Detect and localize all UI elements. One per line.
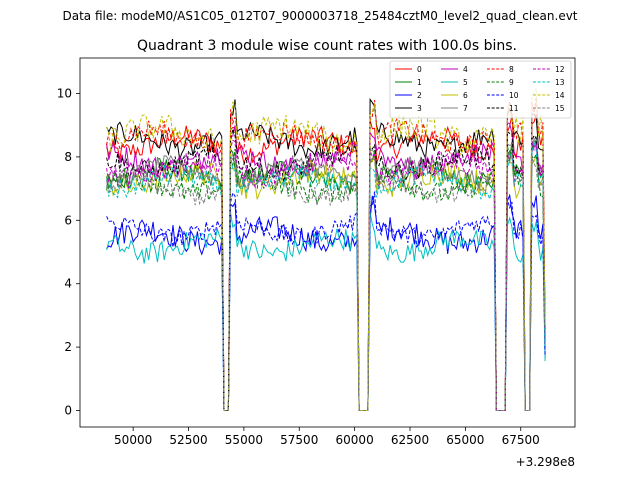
legend-label-15: 15 — [555, 104, 565, 113]
x-tick-label: 57500 — [280, 433, 318, 447]
series-line-10 — [106, 191, 546, 411]
y-tick-label: 8 — [64, 150, 72, 164]
legend-label-14: 14 — [555, 91, 565, 100]
legend-label-8: 8 — [509, 65, 514, 74]
x-tick-label: 62500 — [391, 433, 429, 447]
x-tick-label: 55000 — [225, 433, 263, 447]
y-tick-label: 6 — [64, 213, 72, 227]
y-tick-label: 2 — [64, 340, 72, 354]
chart-title: Quadrant 3 module wise count rates with … — [137, 38, 517, 54]
y-tick-label: 4 — [64, 277, 72, 291]
y-tick-label: 10 — [57, 87, 72, 101]
series-layer — [106, 88, 546, 411]
series-line-7 — [106, 135, 546, 411]
chart-suptitle: Data file: modeM0/AS1C05_012T07_90000037… — [62, 9, 577, 23]
legend-label-9: 9 — [509, 78, 514, 87]
x-tick-label: 60000 — [336, 433, 374, 447]
axis-layer: 50000 52500 55000 57500 60000 62500 65000 67500… — [57, 87, 540, 447]
x-tick-label: 67500 — [502, 433, 540, 447]
legend-label-3: 3 — [417, 104, 422, 113]
legend-label-1: 1 — [417, 78, 422, 87]
x-tick-label: 50000 — [114, 433, 152, 447]
legend-label-12: 12 — [555, 65, 565, 74]
series-line-0 — [106, 113, 546, 411]
series-line-14 — [106, 88, 546, 411]
legend-label-5: 5 — [463, 78, 468, 87]
legend-label-10: 10 — [509, 91, 519, 100]
legend-label-7: 7 — [463, 104, 468, 113]
plot-frame — [79, 57, 576, 428]
series-line-15 — [106, 150, 546, 411]
legend-label-0: 0 — [417, 65, 422, 74]
y-tick-label: 0 — [64, 404, 72, 418]
legend-label-2: 2 — [417, 91, 422, 100]
series-line-5 — [106, 212, 546, 411]
series-line-12 — [106, 139, 546, 411]
series-line-9 — [106, 145, 546, 411]
series-line-6 — [106, 155, 546, 411]
legend-box — [389, 60, 572, 119]
legend-label-4: 4 — [463, 65, 468, 74]
legend-label-6: 6 — [463, 91, 468, 100]
series-line-13 — [106, 141, 546, 411]
legend-label-13: 13 — [555, 78, 565, 87]
x-tick-label: 65000 — [446, 433, 484, 447]
legend-label-11: 11 — [509, 104, 519, 113]
x-offset-label: +3.298e8 — [516, 455, 575, 469]
x-tick-label: 52500 — [169, 433, 207, 447]
